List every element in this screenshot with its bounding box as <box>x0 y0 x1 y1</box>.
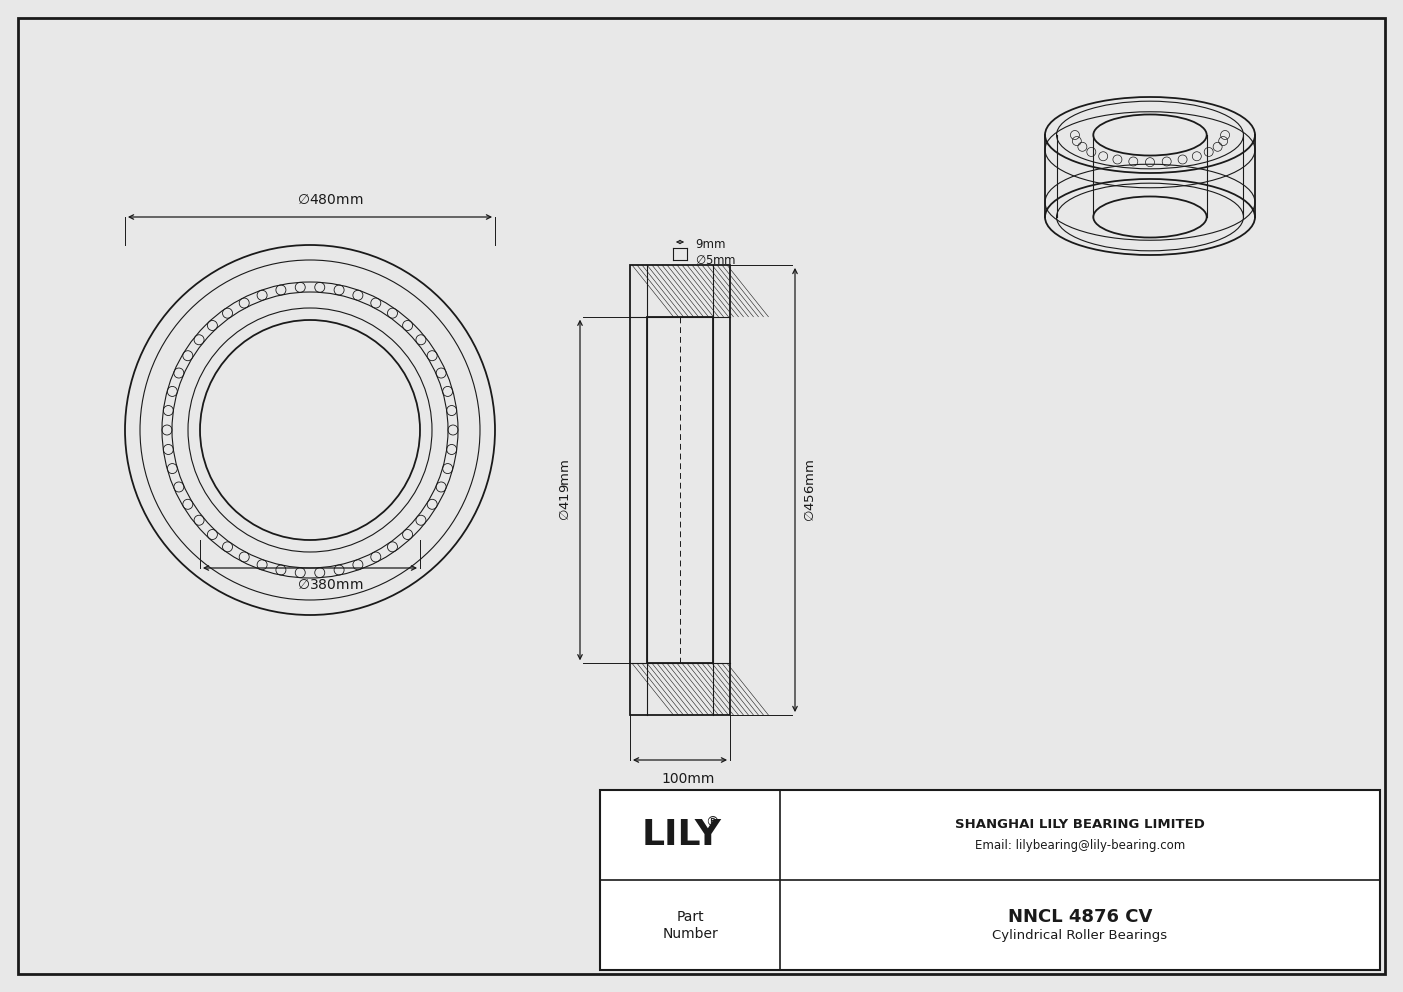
Text: $\varnothing$480mm: $\varnothing$480mm <box>297 193 363 207</box>
Text: 9mm: 9mm <box>694 238 725 252</box>
Text: NNCL 4876 CV: NNCL 4876 CV <box>1007 908 1152 926</box>
Text: $\varnothing$456mm: $\varnothing$456mm <box>803 458 817 522</box>
Text: Part: Part <box>676 910 704 924</box>
Text: $\varnothing$5mm: $\varnothing$5mm <box>694 254 737 267</box>
Text: LILY: LILY <box>643 818 723 852</box>
Text: $\varnothing$380mm: $\varnothing$380mm <box>297 578 363 592</box>
Bar <box>647 316 713 664</box>
Text: Number: Number <box>662 927 718 941</box>
Text: Email: lilybearing@lily-bearing.com: Email: lilybearing@lily-bearing.com <box>975 838 1186 851</box>
Bar <box>630 265 730 715</box>
Text: Cylindrical Roller Bearings: Cylindrical Roller Bearings <box>992 929 1167 941</box>
Text: 100mm: 100mm <box>661 772 714 786</box>
Text: $\varnothing$419mm: $\varnothing$419mm <box>558 459 572 521</box>
Text: SHANGHAI LILY BEARING LIMITED: SHANGHAI LILY BEARING LIMITED <box>955 818 1205 831</box>
Text: ®: ® <box>706 816 718 830</box>
Bar <box>600 790 1381 970</box>
